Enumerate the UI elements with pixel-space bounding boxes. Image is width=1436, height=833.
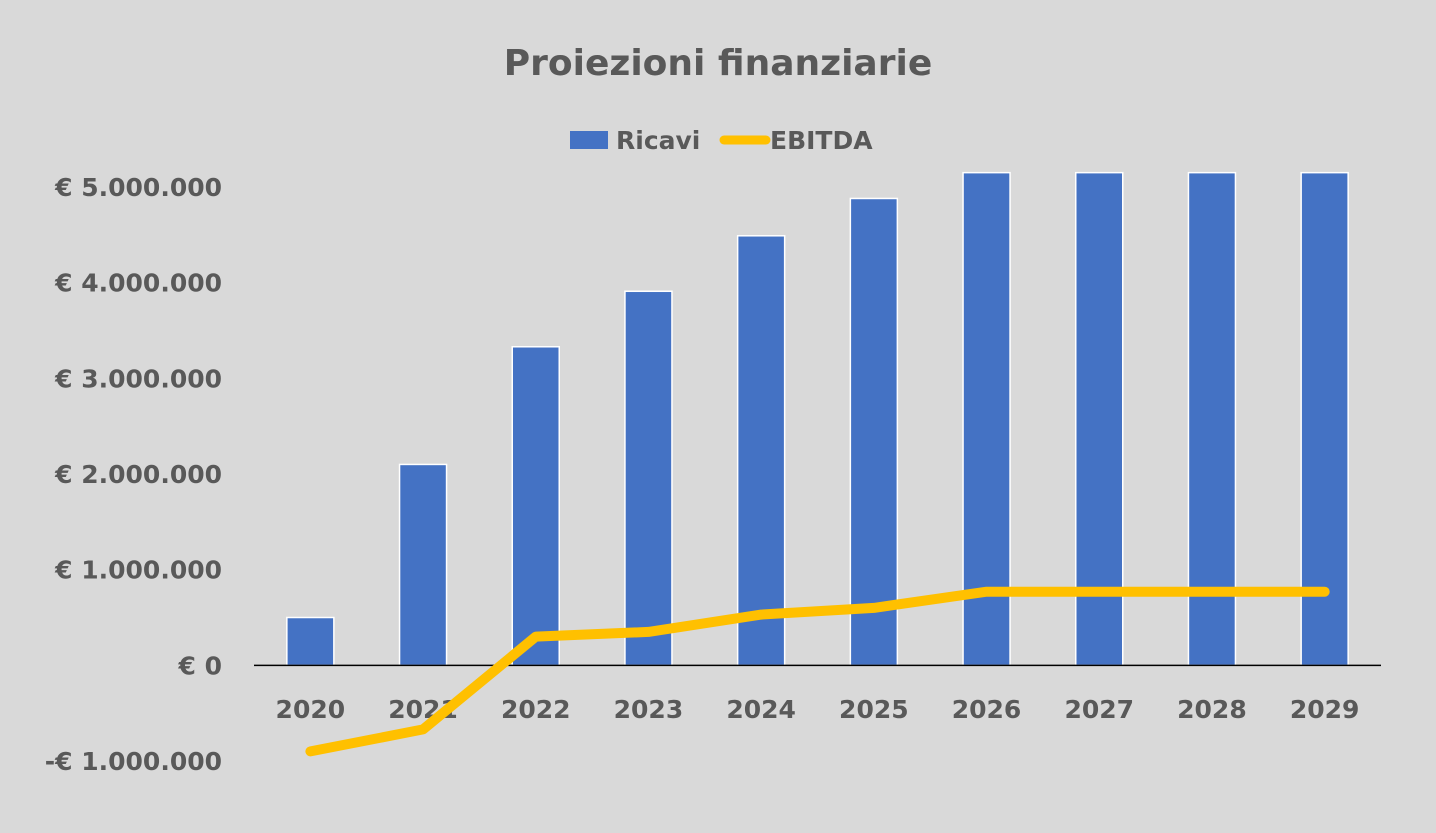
x-tick-label-2020: 2020 <box>276 695 346 724</box>
legend: Ricavi EBITDA <box>570 126 873 155</box>
ebitda-point-2023 <box>647 631 649 633</box>
bar-2026 <box>962 171 1011 667</box>
x-tick-label-2028: 2028 <box>1177 695 1247 724</box>
bar-2023 <box>624 290 673 667</box>
ebitda-point-2025 <box>873 607 875 609</box>
legend-label-ebitda: EBITDA <box>770 126 873 155</box>
y-tick-label: -€ 1.000.000 <box>45 747 222 776</box>
ebitda-point-2022 <box>535 636 537 638</box>
x-tick-label-2027: 2027 <box>1064 695 1134 724</box>
bar-2027 <box>1075 171 1124 667</box>
x-tick-label-2025: 2025 <box>839 695 909 724</box>
bar-2022 <box>511 346 560 667</box>
x-tick-label-2026: 2026 <box>952 695 1022 724</box>
x-tick-label-2023: 2023 <box>614 695 684 724</box>
ebitda-point-2026 <box>986 591 988 593</box>
y-tick-label: € 1.000.000 <box>54 556 222 585</box>
y-tick-label: € 0 <box>178 651 223 680</box>
ebitda-point-2024 <box>760 614 762 616</box>
y-tick-label: € 4.000.000 <box>54 269 222 298</box>
ebitda-point-2021 <box>422 728 424 730</box>
chart-title: Proiezioni finanziarie <box>504 43 932 84</box>
ebitda-point-2027 <box>1098 591 1100 593</box>
legend-swatch-ricavi <box>570 131 608 149</box>
ebitda-line <box>305 586 1330 757</box>
bar-2028 <box>1187 171 1237 667</box>
legend-label-ricavi: Ricavi <box>616 126 700 155</box>
ebitda-point-2028 <box>1211 591 1213 593</box>
x-axis-labels: 2020 2021 2022 2023 2024 2025 2026 2027 2028 2029 <box>276 695 1360 724</box>
x-tick-label-2022: 2022 <box>501 695 571 724</box>
bar-2020 <box>286 616 335 667</box>
bar-series-ricavi <box>286 171 1349 667</box>
ebitda-point-2029 <box>1324 591 1326 593</box>
y-tick-label: € 2.000.000 <box>54 460 222 489</box>
y-tick-label: € 3.000.000 <box>54 364 222 393</box>
x-tick-label-2024: 2024 <box>726 695 796 724</box>
bar-2025 <box>849 197 899 667</box>
line-series-ebitda <box>305 586 1330 757</box>
bar-2021 <box>398 463 448 667</box>
x-tick-label-2029: 2029 <box>1290 695 1360 724</box>
bar-2029 <box>1300 171 1349 667</box>
y-axis-labels: -€ 1.000.000 € 0 € 1.000.000 € 2.000.000 € 3… <box>45 173 222 776</box>
y-tick-label: € 5.000.000 <box>54 173 222 202</box>
ebitda-point-2020 <box>309 750 311 752</box>
bar-2024 <box>736 235 786 667</box>
